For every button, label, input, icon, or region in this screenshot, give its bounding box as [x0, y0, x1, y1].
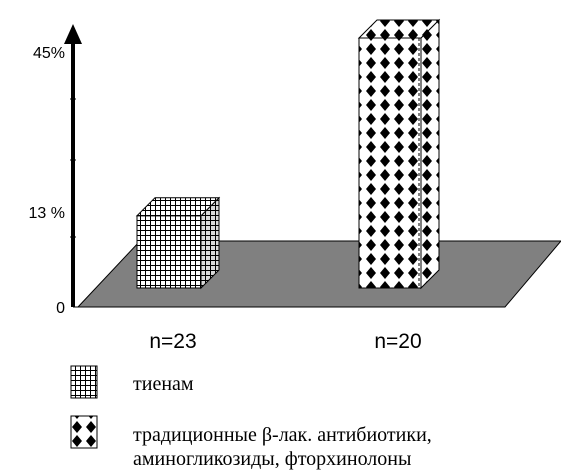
y-tick-label: 13 %: [29, 205, 65, 222]
bar-side-face: [420, 18, 440, 290]
y-tick-label: 0: [56, 300, 65, 317]
legend-entry: традиционные β-лак. антибиотики,аминогли…: [70, 415, 432, 470]
legend-swatch: [70, 415, 98, 449]
legend-swatch: [70, 365, 98, 399]
bar-1: [135, 196, 221, 290]
bar-top-face: [357, 19, 441, 39]
legend-label: традиционные β-лак. антибиотики,: [133, 424, 432, 446]
bar-2: [357, 18, 441, 290]
bar-front-face: [136, 215, 202, 289]
x-category-label: n=20: [374, 330, 421, 353]
y-axis-arrow: [64, 24, 82, 44]
legend-entry: тиенам: [70, 365, 194, 399]
legend-label: тиенам: [133, 373, 194, 395]
bar-top-face: [135, 197, 221, 217]
legend-label: аминогликозиды, фторхинолоны: [133, 448, 411, 470]
y-tick-label: 45%: [33, 45, 65, 62]
bar-front-face: [358, 37, 422, 289]
x-category-label: n=23: [149, 330, 196, 353]
